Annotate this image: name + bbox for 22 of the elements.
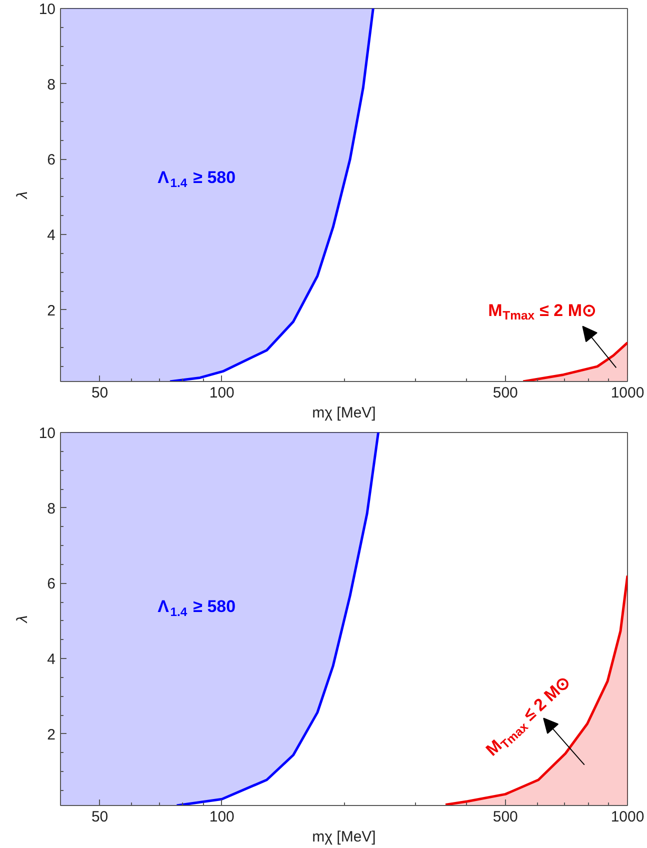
y-tick-label: 4 — [47, 651, 56, 668]
x-axis-title: mχ [MeV] — [312, 828, 376, 846]
y-axis-title: λ — [14, 615, 31, 624]
y-tick-label: 10 — [38, 1, 56, 18]
y-axis-title: λ — [14, 191, 31, 200]
y-tick-label: 4 — [47, 227, 56, 244]
y-tick-label: 6 — [47, 576, 56, 593]
y-tick-label: 6 — [47, 152, 56, 169]
x-tick-label: 50 — [91, 808, 108, 826]
x-tick-label: 1000 — [610, 384, 644, 402]
y-tick-label: 2 — [47, 726, 56, 744]
x-tick-label: 50 — [91, 384, 108, 402]
x-tick-label: 100 — [209, 808, 234, 826]
x-tick-label: 100 — [209, 384, 234, 402]
y-tick-label: 8 — [47, 76, 56, 94]
x-tick-label: 500 — [492, 384, 518, 402]
x-axis-title: mχ [MeV] — [312, 404, 376, 422]
y-tick-label: 10 — [38, 425, 56, 442]
y-tick-label: 8 — [47, 500, 56, 518]
y-tick-label: 2 — [47, 302, 56, 320]
x-tick-label: 1000 — [610, 808, 644, 826]
x-tick-label: 500 — [492, 808, 518, 826]
